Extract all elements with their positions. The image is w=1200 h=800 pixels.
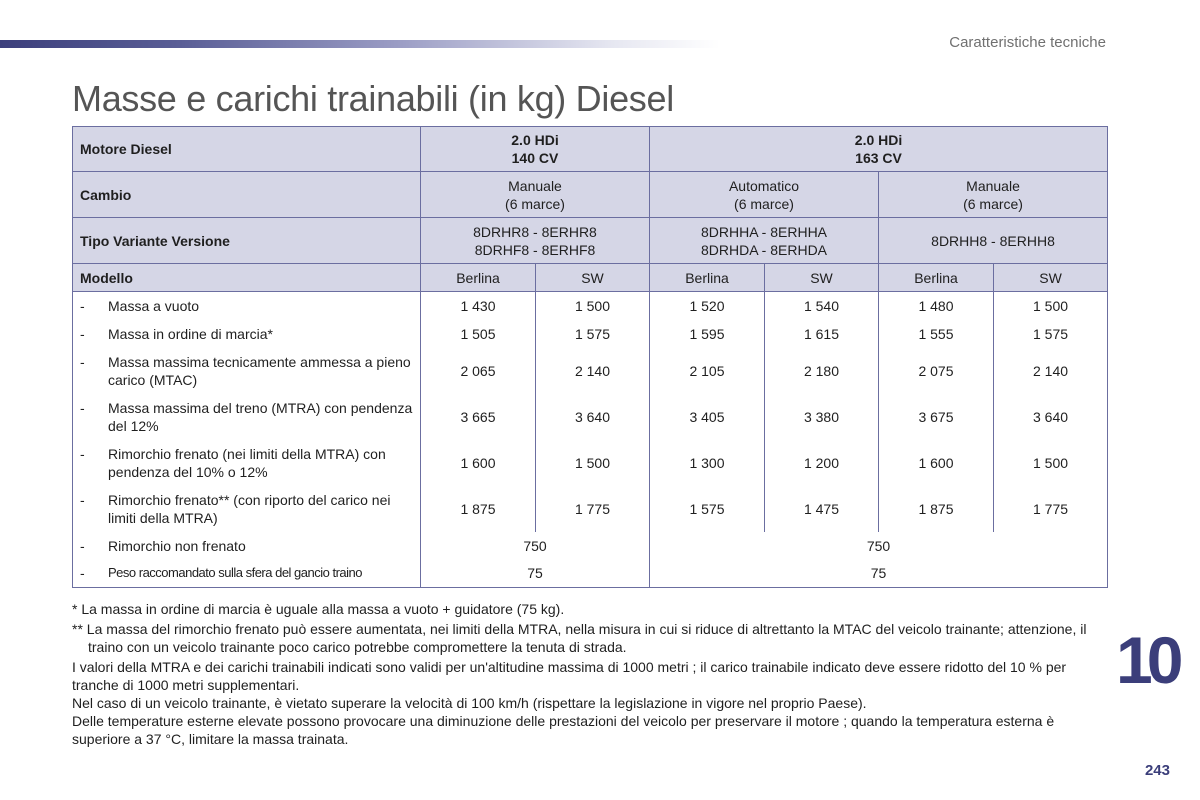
- value-cell: 1 200: [764, 439, 879, 486]
- value-cell: 1 500: [992, 291, 1109, 320]
- footnote: * La massa in ordine di marcia è uguale …: [72, 601, 565, 617]
- value-cell: 1 500: [992, 439, 1109, 486]
- model-cell: SW: [535, 263, 650, 292]
- variant-cell: 8DRHH8 - 8ERHH8: [877, 217, 1109, 264]
- variant-label: Tipo Variante Versione: [72, 217, 421, 264]
- page-title: Masse e carichi trainabili (in kg) Diese…: [72, 78, 674, 119]
- model-cell: Berlina: [420, 263, 536, 292]
- table-row: - Massa massima tecnicamente ammessa a pi…: [72, 347, 1109, 394]
- page-number: 243: [1144, 762, 1170, 779]
- model-cell: SW: [992, 263, 1109, 292]
- value-cell: 1 575: [992, 319, 1109, 348]
- value-cell: 2 105: [649, 347, 765, 394]
- value-cell: 2 075: [878, 347, 994, 394]
- value-cell: 1 595: [649, 319, 765, 348]
- row-label: - Peso raccomandato sulla sfera del ganci…: [72, 559, 421, 588]
- footnote: ** La massa del rimorchio frenato può es…: [72, 621, 1087, 655]
- value-cell: 75: [420, 559, 650, 588]
- engine-cell: 2.0 HDi 140 CV: [420, 126, 650, 172]
- table-row: - Massa a vuoto 1 430 1 500 1 520 1 540 1…: [72, 291, 1109, 320]
- variant-cell: 8DRHHA - 8ERHHA 8DRHDA - 8ERHDA: [649, 217, 879, 264]
- gearbox-cell: Automatico (6 marce): [649, 171, 879, 218]
- model-label: Modello: [72, 263, 421, 292]
- row-label: - Rimorchio non frenato: [72, 531, 421, 560]
- header-decoration-bar: [0, 40, 720, 48]
- engine-label: Motore Diesel: [72, 126, 421, 172]
- row-label: - Rimorchio frenato (nei limiti della MTR…: [72, 439, 421, 486]
- value-cell: 3 640: [992, 393, 1109, 440]
- table-row: - Rimorchio non frenato 750 750: [72, 531, 1109, 560]
- section-header: Caratteristiche tecniche: [949, 34, 1106, 51]
- gearbox-row: Cambio Manuale (6 marce) Automatico (6 mar…: [72, 171, 1109, 218]
- value-cell: 1 480: [878, 291, 994, 320]
- value-cell: 3 665: [420, 393, 536, 440]
- value-cell: 2 065: [420, 347, 536, 394]
- value-cell: 3 405: [649, 393, 765, 440]
- value-cell: 1 775: [992, 485, 1109, 532]
- value-cell: 1 500: [535, 439, 650, 486]
- row-label: - Massa in ordine di marcia*: [72, 319, 421, 348]
- weights-table: Motore Diesel 2.0 HDi 140 CV 2.0 HDi 163 C…: [72, 126, 1109, 588]
- note-paragraph: I valori della MTRA e dei carichi traina…: [72, 659, 1067, 693]
- value-cell: 2 140: [535, 347, 650, 394]
- value-cell: 3 380: [764, 393, 879, 440]
- value-cell: 1 615: [764, 319, 879, 348]
- table-row: - Peso raccomandato sulla sfera del ganci…: [72, 559, 1109, 588]
- value-cell: 3 640: [535, 393, 650, 440]
- row-label: - Massa a vuoto: [72, 291, 421, 320]
- value-cell: 1 600: [420, 439, 536, 486]
- model-row: Modello Berlina SW Berlina SW Berlina SW: [72, 263, 1109, 292]
- gearbox-cell: Manuale (6 marce): [877, 171, 1109, 218]
- footnotes: * La massa in ordine di marcia è uguale …: [72, 600, 1112, 748]
- value-cell: 1 600: [878, 439, 994, 486]
- value-cell: 1 505: [420, 319, 536, 348]
- value-cell: 3 675: [878, 393, 994, 440]
- value-cell: 2 180: [764, 347, 879, 394]
- gearbox-cell: Manuale (6 marce): [420, 171, 650, 218]
- variant-row: Tipo Variante Versione 8DRHR8 - 8ERHR8 8D…: [72, 217, 1109, 264]
- note-paragraph: Nel caso di un veicolo trainante, è viet…: [72, 695, 867, 711]
- value-cell: 1 500: [535, 291, 650, 320]
- engine-row: Motore Diesel 2.0 HDi 140 CV 2.0 HDi 163 C…: [72, 126, 1109, 172]
- row-label: - Massa massima del treno (MTRA) con pend…: [72, 393, 421, 440]
- table-row: - Massa massima del treno (MTRA) con pend…: [72, 393, 1109, 440]
- row-label: - Massa massima tecnicamente ammessa a pi…: [72, 347, 421, 394]
- model-cell: SW: [764, 263, 879, 292]
- model-cell: Berlina: [649, 263, 765, 292]
- value-cell: 1 875: [420, 485, 536, 532]
- note-paragraph: Delle temperature esterne elevate posson…: [72, 713, 1055, 747]
- table-row: - Rimorchio frenato** (con riporto del ca…: [72, 485, 1109, 532]
- value-cell: 1 300: [649, 439, 765, 486]
- model-cell: Berlina: [878, 263, 994, 292]
- value-cell: 1 475: [764, 485, 879, 532]
- value-cell: 1 430: [420, 291, 536, 320]
- value-cell: 1 575: [649, 485, 765, 532]
- value-cell: 1 875: [878, 485, 994, 532]
- table-row: - Massa in ordine di marcia* 1 505 1 575 …: [72, 319, 1109, 348]
- engine-cell: 2.0 HDi 163 CV: [648, 126, 1109, 172]
- row-label: - Rimorchio frenato** (con riporto del ca…: [72, 485, 421, 532]
- value-cell: 750: [420, 531, 650, 560]
- value-cell: 2 140: [992, 347, 1109, 394]
- table-row: - Rimorchio frenato (nei limiti della MTR…: [72, 439, 1109, 486]
- value-cell: 1 575: [535, 319, 650, 348]
- variant-cell: 8DRHR8 - 8ERHR8 8DRHF8 - 8ERHF8: [420, 217, 650, 264]
- value-cell: 1 520: [649, 291, 765, 320]
- value-cell: 1 775: [535, 485, 650, 532]
- value-cell: 75: [648, 559, 1109, 588]
- chapter-number: 10: [1116, 623, 1183, 697]
- value-cell: 750: [648, 531, 1109, 560]
- gearbox-label: Cambio: [72, 171, 421, 218]
- value-cell: 1 540: [764, 291, 879, 320]
- value-cell: 1 555: [878, 319, 994, 348]
